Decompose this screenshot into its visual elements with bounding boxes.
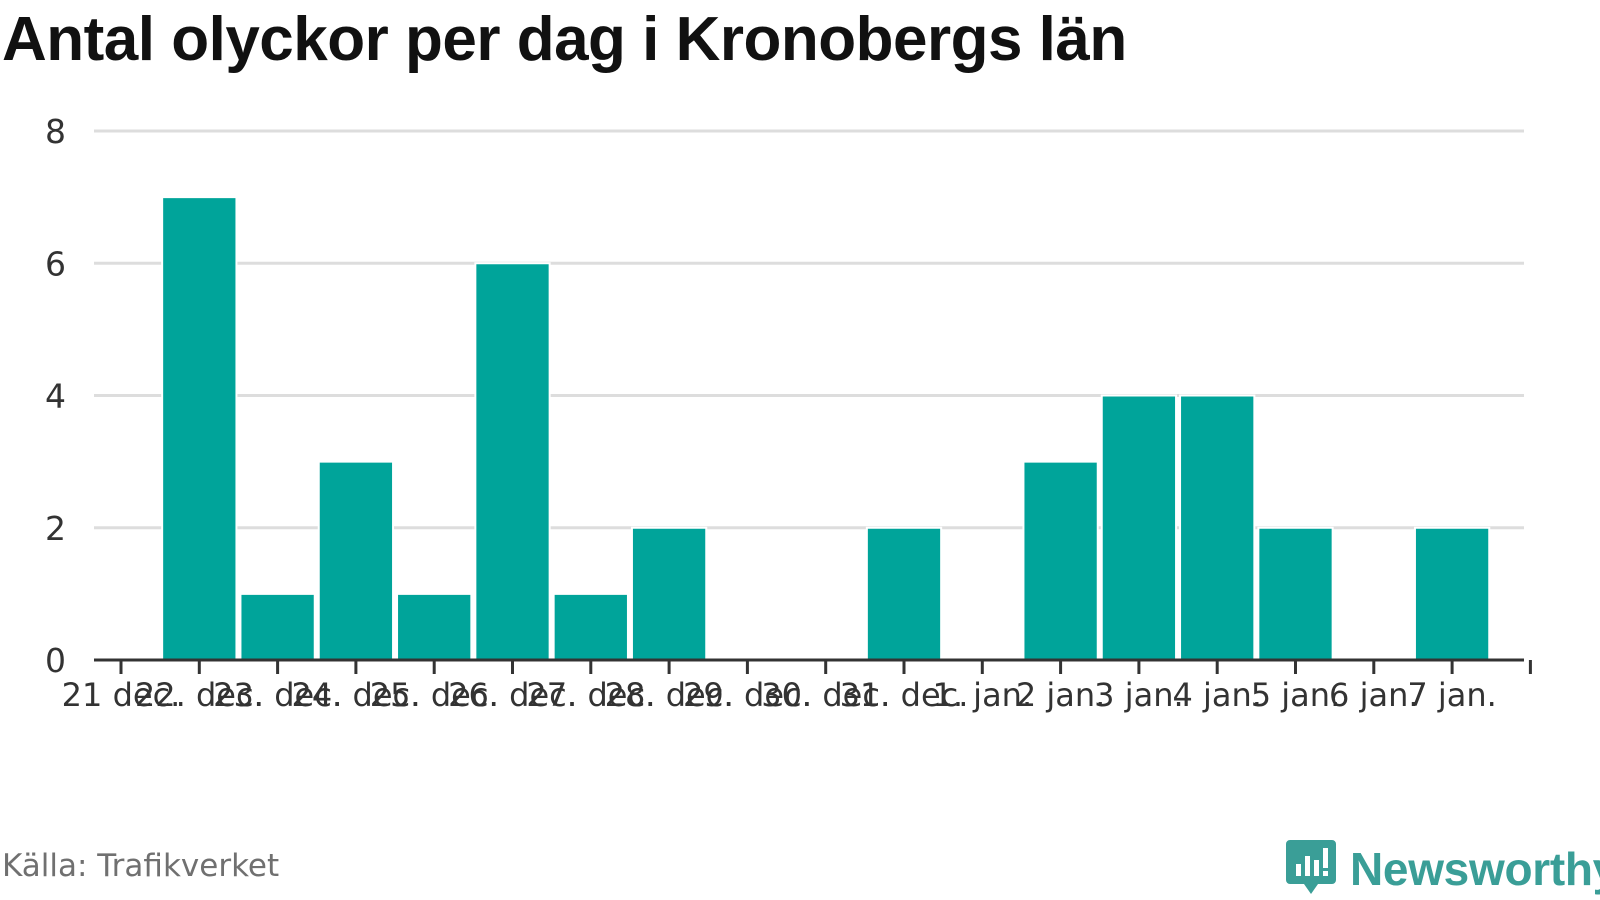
bar xyxy=(865,526,943,661)
x-tick-label: 7 jan. xyxy=(1407,676,1496,714)
x-axis xyxy=(94,658,1532,674)
bar xyxy=(474,262,551,661)
x-tick-label: 6 jan. xyxy=(1329,676,1418,714)
bar xyxy=(1179,394,1256,661)
x-tick-label: 29. dec. xyxy=(683,676,812,714)
bar xyxy=(1100,394,1178,661)
y-tick-label: 8 xyxy=(45,112,66,151)
gridlines xyxy=(94,129,1524,530)
bar xyxy=(630,526,708,661)
x-tick-label: 2 jan. xyxy=(1016,676,1105,714)
chart-title: Antal olyckor per dag i Kronobergs län xyxy=(2,5,1127,74)
x-tick-label: 3 jan. xyxy=(1094,676,1183,714)
x-tick-label: 30. dec. xyxy=(761,676,890,714)
x-tick-label: 27. dec. xyxy=(526,676,655,714)
x-axis-tick-labels: 21 dec.22. dec.23. dec.24. dec.25. dec.2… xyxy=(62,676,1497,714)
x-tick-label: 21 dec. xyxy=(62,676,181,714)
y-tick-label: 4 xyxy=(45,377,66,416)
x-tick-label: 1. jan. xyxy=(932,676,1032,714)
bars xyxy=(161,196,1491,661)
x-tick-label: 24. dec. xyxy=(291,676,420,714)
bar xyxy=(317,460,395,661)
bar xyxy=(239,592,316,661)
x-tick-label: 4 jan. xyxy=(1172,676,1261,714)
x-tick-label: 25. dec. xyxy=(370,676,499,714)
y-tick-label: 0 xyxy=(45,641,66,680)
bar xyxy=(552,592,629,661)
y-tick-label: 2 xyxy=(45,509,66,548)
newsworthy-logo-icon xyxy=(1286,838,1336,900)
brand-logo[interactable]: Newsworthy xyxy=(1286,838,1600,900)
x-tick-label: 5 jan. xyxy=(1251,676,1340,714)
x-tick-label: 23. dec. xyxy=(213,676,342,714)
y-axis-tick-labels: 0 2 4 6 8 xyxy=(45,112,66,680)
x-tick-label: 26. dec. xyxy=(448,676,577,714)
x-tick-label: 22. dec. xyxy=(135,676,264,714)
y-tick-label: 6 xyxy=(45,244,66,283)
brand-name: Newsworthy xyxy=(1350,843,1600,895)
bar xyxy=(1257,526,1334,661)
bar xyxy=(1022,460,1099,661)
bar xyxy=(1413,526,1491,661)
x-tick-label: 31. dec. xyxy=(840,676,969,714)
bar xyxy=(161,196,238,661)
bar xyxy=(396,592,473,661)
x-tick-label: 28. dec. xyxy=(605,676,734,714)
source-note: Källa: Trafikverket xyxy=(2,848,280,884)
